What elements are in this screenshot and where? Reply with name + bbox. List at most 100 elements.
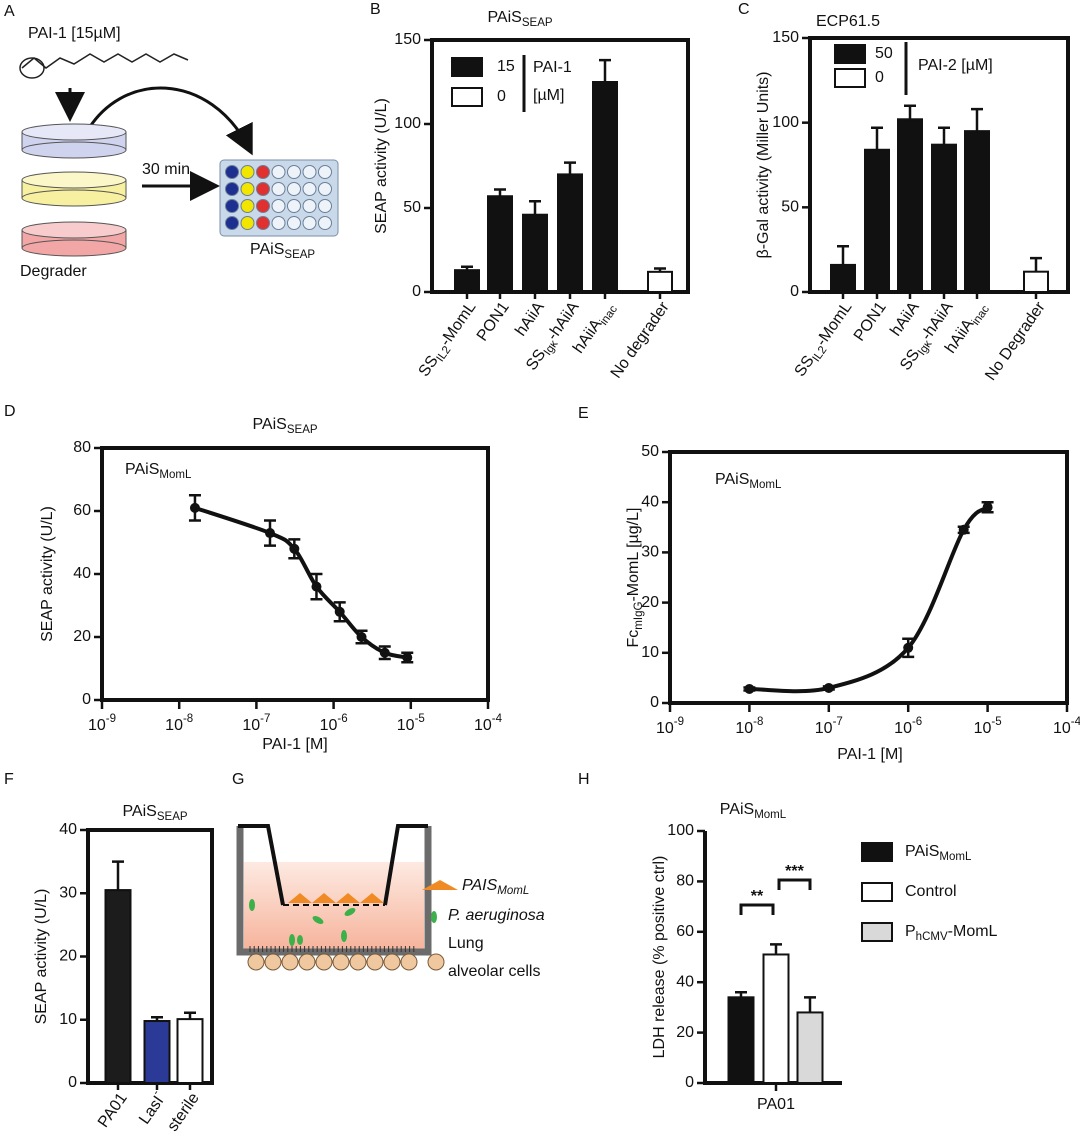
x-tick-label: SSIL2-MomL	[416, 299, 482, 382]
panel-label: B	[370, 1, 381, 18]
text-part: MomL	[754, 809, 787, 821]
well	[271, 216, 286, 230]
x-tick-label: 10-4	[1053, 716, 1080, 737]
panel-label: H	[578, 771, 590, 788]
x-tick-label: 10-5	[397, 713, 425, 734]
text-part: 10	[165, 717, 183, 734]
chart-title: ECP61.5	[816, 13, 880, 30]
data-point	[958, 524, 969, 535]
chart-title: PAiSSEAP	[122, 803, 187, 823]
text-part: 10	[474, 717, 492, 734]
text-part: LasI	[136, 1093, 167, 1128]
cell	[400, 953, 418, 971]
well	[256, 165, 270, 179]
y-tick-label: 10	[59, 1011, 77, 1028]
legend-label: 15	[497, 58, 515, 75]
x-tick-label: sterile	[164, 1090, 202, 1135]
text-part: 10	[656, 720, 674, 737]
cell	[298, 953, 316, 971]
text-part: -MomL [µg/L]	[625, 508, 642, 602]
x-tick-label: 10-7	[815, 716, 843, 737]
text-part: PAiS	[122, 803, 156, 820]
y-tick-label: 40	[676, 973, 694, 990]
panel-label: G	[232, 771, 244, 788]
error-bar	[871, 126, 883, 150]
legend-swatch	[834, 44, 866, 64]
y-tick-label: 50	[641, 443, 659, 460]
cells-label: Lung	[448, 935, 484, 952]
chart-title: PAiSSEAP	[487, 9, 552, 29]
y-axis-label: FcmIgG-MomL [µg/L]	[625, 508, 645, 648]
well	[287, 199, 301, 213]
legend-label: 0	[497, 88, 506, 105]
well	[256, 182, 270, 196]
y-tick-label: 40	[73, 565, 91, 582]
legend-label: 0	[875, 69, 884, 86]
alveolar-cells	[247, 946, 418, 971]
x-tick-label: SSIL2-MomL	[792, 299, 858, 382]
well	[225, 182, 239, 196]
error-bar	[494, 188, 506, 197]
data-point	[744, 683, 755, 694]
y-tick-label: 150	[394, 31, 421, 48]
y-tick-label: 0	[650, 694, 659, 711]
y-tick-label: 100	[667, 822, 694, 839]
y-tick-label: 10	[641, 644, 659, 661]
medium	[244, 862, 424, 954]
panel-label: C	[738, 1, 750, 18]
data-point	[264, 528, 275, 539]
legend-sensor-icon	[422, 880, 458, 890]
text-part: MomL	[939, 851, 972, 863]
well	[240, 199, 255, 213]
y-tick-label: 150	[772, 29, 799, 46]
text-part: 10	[397, 717, 415, 734]
text-part: -5	[415, 713, 425, 725]
x-tick-label: 10-9	[656, 716, 684, 737]
dish	[21, 221, 127, 257]
legend-label: 50	[875, 45, 893, 62]
legend-swatch	[861, 922, 893, 942]
x-tick-label: 10-7	[242, 713, 270, 734]
data-point	[311, 581, 322, 592]
x-tick-label: PON1	[851, 299, 890, 345]
error-bar	[904, 104, 916, 120]
text-part: 10	[894, 720, 912, 737]
text-part: hCMV	[916, 931, 948, 943]
y-tick-label: 100	[772, 114, 799, 131]
bar	[897, 118, 923, 293]
data-point	[189, 502, 200, 513]
y-tick-label: 80	[73, 439, 91, 456]
text-part: inac	[970, 303, 992, 327]
text-part: -4	[1071, 716, 1080, 728]
significance-label: ***	[785, 863, 804, 880]
x-tick-label: 10-4	[474, 713, 503, 734]
bar	[830, 263, 856, 294]
data-point	[823, 682, 834, 693]
well	[271, 182, 286, 196]
bacteria-label: P. aeruginosa	[448, 907, 545, 924]
well	[318, 165, 332, 179]
arrow	[83, 86, 253, 156]
legend-title: PAI-1	[533, 59, 572, 76]
text-part: PAiS	[252, 416, 286, 433]
y-tick-label: 50	[403, 199, 421, 216]
bar	[762, 953, 790, 1084]
text-part: inac	[598, 303, 620, 327]
dish	[21, 171, 127, 207]
y-tick-label: 20	[641, 594, 659, 611]
molecule-ring	[19, 57, 45, 79]
y-axis-label: SEAP activity (U/L)	[373, 98, 390, 234]
error-bar	[112, 860, 124, 891]
panel-label: D	[4, 403, 16, 420]
x-tick-label: 10-8	[735, 716, 763, 737]
legend-swatch	[861, 842, 893, 862]
y-tick-label: 30	[641, 544, 659, 561]
text-part: PAiS	[125, 461, 159, 478]
bar	[104, 889, 132, 1085]
text-part: SEAP	[287, 424, 318, 436]
y-tick-label: 60	[676, 923, 694, 940]
legend-bacteria-icon	[431, 911, 437, 923]
y-tick-label: 0	[68, 1074, 77, 1091]
insert	[238, 824, 428, 906]
